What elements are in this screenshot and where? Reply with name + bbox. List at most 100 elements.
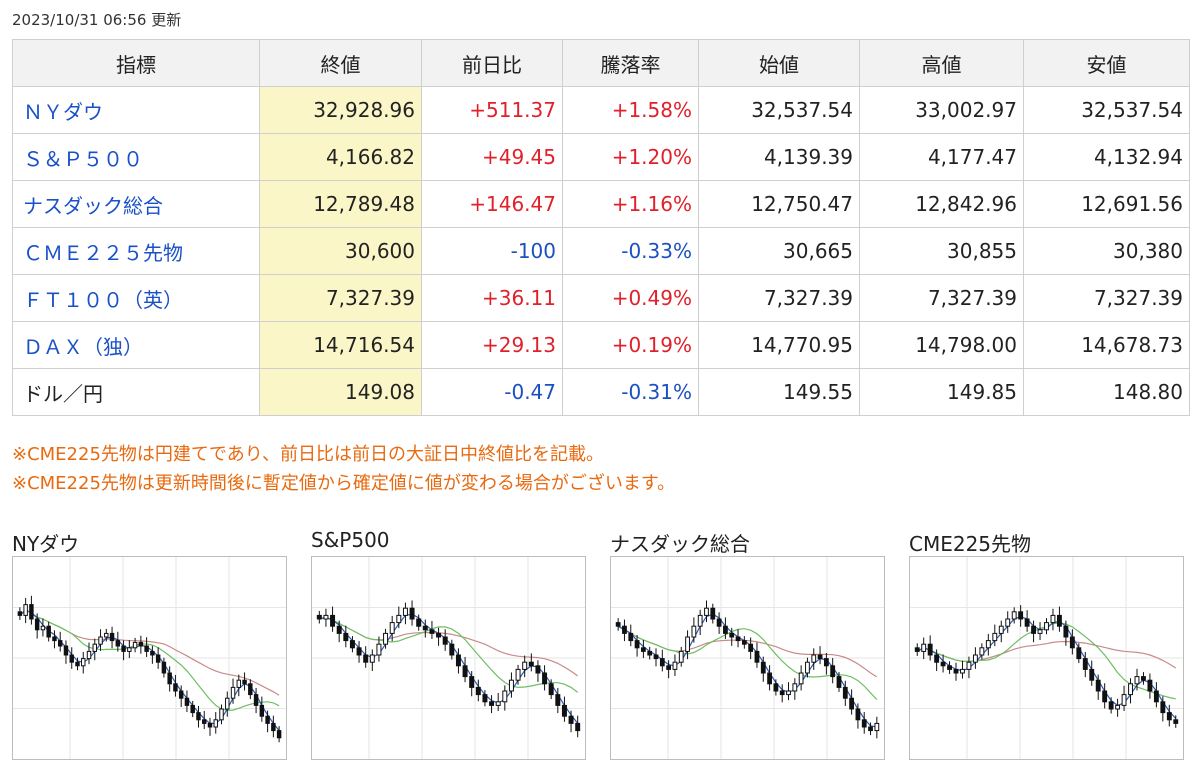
candle-body: [236, 679, 242, 688]
index-name-link[interactable]: ＣＭＥ２２５先物: [12, 227, 260, 275]
candle-body: [1044, 622, 1049, 631]
candle-body: [868, 726, 873, 732]
header-change: 前日比: [421, 39, 563, 87]
moving-average-line: [617, 625, 878, 678]
candle-body: [641, 647, 646, 652]
candle-body: [29, 604, 34, 620]
candle-body: [1141, 676, 1146, 681]
candle-body: [363, 654, 369, 663]
index-name-link[interactable]: ＤＡＸ（独）: [12, 321, 260, 369]
candle-body: [242, 679, 247, 685]
candle-body: [960, 668, 965, 674]
candle-body: [647, 650, 653, 656]
close-value: 7,327.39: [259, 274, 422, 322]
high-value: 4,177.47: [859, 133, 1024, 181]
open-value: 32,537.54: [698, 86, 860, 134]
candle-body: [855, 708, 861, 721]
change-value: +49.45: [421, 133, 563, 181]
index-name-link[interactable]: ＮＹダウ: [12, 86, 260, 134]
candle-body: [1147, 679, 1153, 692]
candle-body: [555, 694, 561, 706]
moving-average-line: [319, 613, 579, 724]
index-name-link[interactable]: ＦＴ１００（英）: [12, 274, 260, 322]
open-value: 14,770.95: [698, 321, 860, 369]
candle-body: [409, 607, 415, 620]
index-name-link[interactable]: Ｓ＆Ｐ５００: [12, 133, 260, 181]
candle-body: [735, 636, 741, 642]
rate-value: +1.20%: [562, 133, 699, 181]
candle-body: [1031, 625, 1037, 634]
rate-value: +1.58%: [562, 86, 699, 134]
candle-body: [271, 722, 276, 732]
candle-body: [836, 676, 842, 688]
candle-body: [792, 683, 798, 692]
candle-body: [972, 654, 978, 663]
candle-body: [508, 679, 514, 692]
candle-body: [34, 618, 40, 631]
candle-body: [805, 661, 810, 674]
candle-body: [1095, 679, 1101, 692]
candle-body: [1160, 701, 1166, 714]
candle-body: [723, 625, 728, 634]
candle-body: [849, 697, 854, 710]
candle-body: [1018, 611, 1024, 620]
change-value: +29.13: [421, 321, 563, 369]
candle-body: [1082, 658, 1088, 670]
candle-body: [442, 636, 448, 645]
candle-body: [659, 658, 665, 667]
candle-body: [316, 614, 322, 620]
candle-body: [716, 618, 722, 627]
candle-body: [767, 672, 772, 685]
candle-body: [356, 647, 362, 656]
open-value: 7,327.39: [698, 274, 860, 322]
candle-body: [653, 654, 659, 660]
candle-body: [23, 604, 28, 616]
candle-body: [691, 625, 697, 638]
candle-body: [482, 694, 488, 703]
index-name-link[interactable]: ナスダック総合: [12, 180, 260, 228]
candle-body: [1076, 647, 1082, 660]
chart-nasdaq[interactable]: [610, 556, 885, 760]
candle-body: [489, 701, 495, 706]
candle-body: [469, 676, 475, 688]
table-header-row: 指標 終値 前日比 騰落率 始値 高値 安値: [12, 39, 1190, 87]
candle-body: [230, 686, 236, 699]
candle-body: [132, 641, 138, 649]
candle-body: [52, 636, 57, 642]
candle-body: [823, 658, 829, 667]
candle-body: [349, 640, 355, 649]
candle-body: [86, 650, 92, 660]
candle-body: [1153, 690, 1159, 703]
candle-body: [685, 636, 690, 652]
moving-average-line: [319, 616, 579, 693]
candle-body: [953, 668, 959, 674]
header-close: 終値: [259, 39, 422, 87]
candle-body: [343, 632, 349, 642]
candle-body: [1050, 614, 1056, 624]
candle-body: [92, 643, 98, 652]
chart-cme225[interactable]: [909, 556, 1184, 760]
candle-body: [69, 654, 74, 663]
candle-body: [927, 643, 933, 656]
candle-body: [622, 625, 627, 634]
high-value: 149.85: [859, 368, 1024, 416]
candle-body: [455, 654, 461, 667]
candle-body: [46, 625, 51, 638]
chart-sp500[interactable]: [311, 556, 586, 760]
candle-body: [678, 650, 684, 663]
candle-body: [323, 614, 329, 620]
candle-body: [615, 622, 621, 627]
candle-body: [81, 658, 86, 667]
candle-body: [462, 665, 468, 678]
candle-body: [548, 683, 554, 696]
close-value: 12,789.48: [259, 180, 422, 228]
close-value: 30,600: [259, 227, 422, 275]
candle-body: [754, 650, 760, 663]
change-value: +511.37: [421, 86, 563, 134]
candle-body: [138, 641, 144, 647]
candle-body: [196, 712, 201, 721]
candle-body: [265, 715, 270, 724]
candle-body: [515, 668, 521, 681]
candle-body: [213, 719, 218, 728]
chart-nydow[interactable]: [12, 556, 287, 760]
